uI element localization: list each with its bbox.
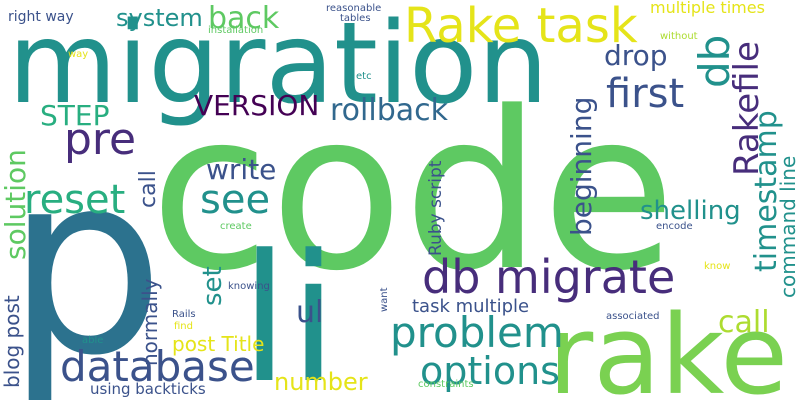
word-reasonable: reasonable <box>326 3 382 14</box>
word-db-migrate: db migrate <box>422 250 676 304</box>
word-ruby-script: Ruby script <box>426 160 446 256</box>
word-drop: drop <box>604 39 668 72</box>
word-rails: Rails <box>172 309 196 320</box>
word-command-line: command line <box>776 155 800 298</box>
word-encode: encode <box>656 221 693 232</box>
word-etc: etc <box>356 71 372 82</box>
word-set: set <box>198 266 228 306</box>
word-p: p <box>6 119 165 400</box>
word-knowing: knowing <box>228 281 270 292</box>
word-database: database <box>60 342 255 391</box>
word-reset: reset <box>24 177 126 223</box>
word-solution: solution <box>0 149 32 260</box>
word-call-navy: call <box>136 170 161 208</box>
word-options: options <box>420 349 560 393</box>
word-able: able <box>82 335 104 346</box>
word-create: create <box>220 221 252 232</box>
word-want: want <box>379 287 390 312</box>
word-back: back <box>208 1 280 36</box>
word-problem: problem <box>390 308 564 357</box>
word-rollback: rollback <box>330 93 448 128</box>
word-li: li <box>240 217 338 400</box>
word-system: system <box>116 4 203 32</box>
word-way: way <box>68 49 89 60</box>
word-write: write <box>206 153 277 186</box>
word-pre: pre <box>64 114 137 165</box>
word-ul: ul <box>296 295 324 330</box>
word-post-title: post Title <box>172 332 265 356</box>
word-tables: tables <box>340 13 371 24</box>
word-constraints: constraints <box>418 379 474 390</box>
word-version: VERSION <box>194 89 320 122</box>
word-step: STEP <box>40 99 110 132</box>
word-call-yellow: call <box>718 305 770 340</box>
word-beginning: beginning <box>565 96 598 236</box>
word-using-backticks: using backticks <box>90 380 206 398</box>
word-rake-task: Rake task <box>404 0 638 54</box>
word-migration: migration <box>8 0 549 129</box>
word-see: see <box>200 177 271 223</box>
word-shelling: shelling <box>640 196 741 226</box>
word-task-multiple: task multiple <box>412 296 530 317</box>
word-associated: associated <box>606 311 660 322</box>
word-code: code <box>150 66 676 319</box>
word-without: without <box>660 31 698 42</box>
word-multiple-times: multiple times <box>650 0 765 17</box>
word-blog-post: blog post <box>0 295 24 388</box>
word-first: first <box>606 71 685 117</box>
word-installation: installation <box>208 25 264 36</box>
word-normally: normally <box>138 278 162 366</box>
word-number: number <box>274 368 368 396</box>
word-rake: rake <box>548 291 789 400</box>
word-know: know <box>704 261 731 272</box>
word-find: find <box>174 321 193 332</box>
word-right-way: right way <box>8 9 74 25</box>
